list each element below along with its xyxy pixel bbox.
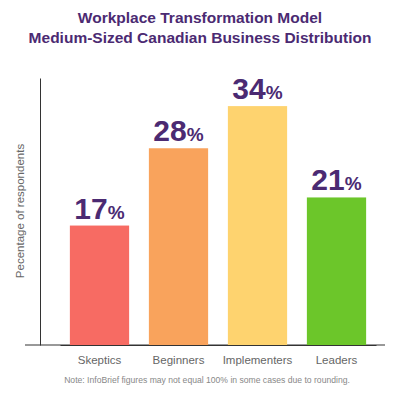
x-tick-label: Leaders — [316, 354, 358, 366]
title: Workplace Transformation Model — [78, 9, 322, 26]
y-axis-line — [40, 79, 41, 346]
x-axis: Skeptics Beginners Implementers Leaders — [61, 345, 377, 366]
bar — [307, 197, 366, 345]
data-label: 21% — [311, 163, 361, 196]
bar — [149, 148, 208, 345]
bar — [70, 226, 129, 345]
chart: Workplace Transformation Model Medium-Siz… — [0, 0, 400, 398]
data-label: 17% — [74, 192, 124, 225]
x-tick: Implementers — [223, 345, 293, 366]
x-tick-label: Skeptics — [78, 354, 122, 366]
x-tick: Leaders — [316, 345, 358, 366]
x-axis-line — [61, 345, 377, 346]
y-axis — [40, 79, 41, 346]
subtitle: Medium-Sized Canadian Business Distribut… — [29, 29, 372, 46]
bars — [70, 106, 366, 345]
x-tick-label: Implementers — [223, 354, 293, 366]
x-tick: Skeptics — [78, 345, 122, 366]
x-tick-label: Beginners — [153, 354, 205, 366]
data-label: 28% — [153, 114, 203, 147]
data-label: 34% — [232, 72, 282, 105]
bar — [228, 106, 287, 345]
note: Note: InfoBrief figures may not equal 10… — [64, 375, 350, 385]
data-labels: 17% 28% 34% 21% — [74, 72, 361, 224]
x-tick: Beginners — [153, 345, 205, 366]
y-axis-title: Pecentage of respondents — [14, 144, 26, 279]
